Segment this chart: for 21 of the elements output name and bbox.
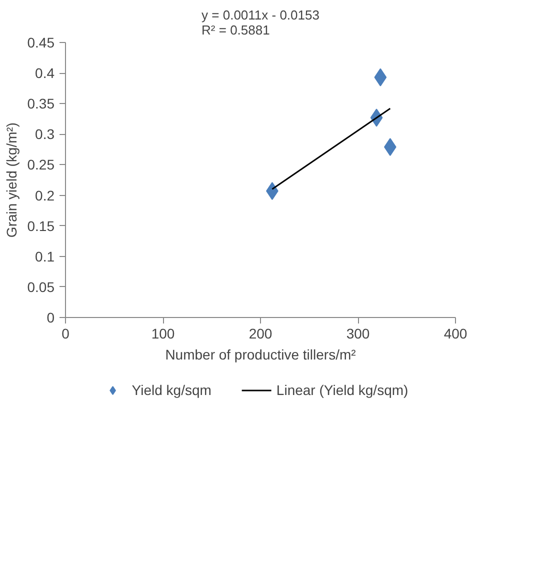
y-tick-label: 0.2 — [35, 187, 55, 204]
x-tick-label: 0 — [62, 326, 70, 342]
x-axis-title: Number of productive tillers/m² — [165, 346, 356, 362]
legend-label: Yield kg/sqm — [132, 382, 212, 398]
y-tick-label: 0.05 — [27, 278, 55, 295]
x-tick-label: 300 — [346, 326, 370, 342]
chart-title: y = 0.0011x - 0.0153 R² = 0.5881 — [202, 8, 320, 38]
y-tick-label: 0.15 — [27, 218, 55, 234]
y-axis-title: Grain yield (kg/m²) — [3, 122, 20, 238]
y-tick-label: 0 — [46, 310, 55, 326]
point — [374, 68, 387, 86]
x-tick-label: 400 — [444, 326, 468, 342]
y-tick-label: 0.4 — [35, 65, 55, 82]
legend-label: Linear (Yield kg/sqm) — [276, 382, 408, 398]
y-tick-label: 0.3 — [35, 126, 55, 142]
x-tick-label: 100 — [151, 326, 175, 342]
y-tick-label: 0.35 — [27, 96, 55, 112]
x-tick-label: 200 — [248, 326, 272, 342]
y-tick-label: 0.45 — [27, 34, 55, 50]
y-tick-label: 0.25 — [27, 156, 55, 173]
y-tick-label: 0.1 — [35, 248, 55, 264]
